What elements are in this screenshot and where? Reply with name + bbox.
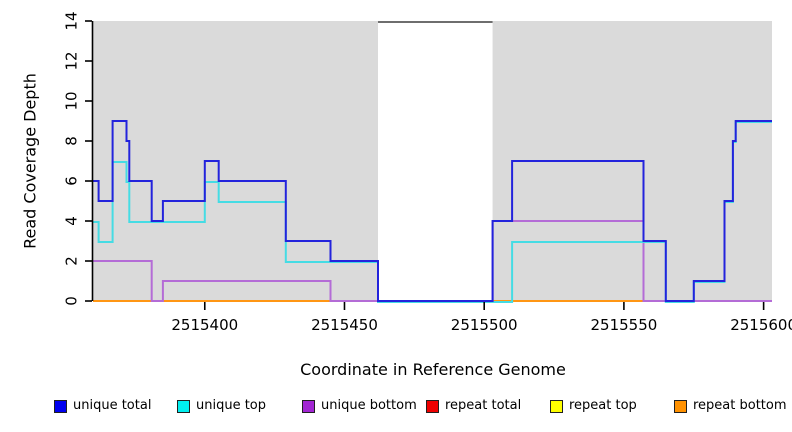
y-tick-label: 14 <box>63 11 81 30</box>
legend-label: unique bottom <box>321 398 417 413</box>
y-tick-label: 10 <box>63 91 81 110</box>
chart-legend: unique total unique top unique bottom re… <box>0 398 792 418</box>
y-tick-label: 4 <box>63 216 81 226</box>
unique-bottom-swatch-icon <box>302 399 315 413</box>
x-tick-label: 2515550 <box>590 316 657 334</box>
y-tick-label: 2 <box>63 256 81 266</box>
y-tick-label: 6 <box>63 176 81 186</box>
masked-region <box>378 21 493 301</box>
series-unique-total <box>93 120 772 302</box>
x-tick-label: 2515600 <box>730 316 792 334</box>
legend-item-unique-top: unique top <box>177 398 266 414</box>
unique-top-swatch-icon <box>177 399 190 413</box>
repeat-top-swatch-icon <box>550 399 563 413</box>
legend-label: repeat total <box>445 398 522 413</box>
unique-total-swatch-icon <box>54 399 67 413</box>
y-tick-label: 8 <box>63 136 81 146</box>
x-axis-title: Coordinate in Reference Genome <box>300 360 566 379</box>
legend-item-repeat-total: repeat total <box>426 398 521 414</box>
legend-label: unique top <box>196 398 267 413</box>
legend-item-unique-bottom: unique bottom <box>302 398 417 414</box>
legend-item-repeat-top: repeat top <box>550 398 637 414</box>
repeat-bottom-swatch-icon <box>674 399 687 413</box>
y-axis-title: Read Coverage Depth <box>20 73 40 249</box>
x-tick-label: 2515450 <box>311 316 378 334</box>
legend-label: repeat top <box>569 398 637 413</box>
repeat-total-swatch-icon <box>426 399 439 413</box>
y-tick-label: 12 <box>63 51 81 70</box>
legend-item-unique-total: unique total <box>54 398 151 414</box>
x-tick-label: 2515500 <box>451 316 518 334</box>
y-tick-label: 0 <box>63 296 81 306</box>
legend-label: repeat bottom <box>693 398 787 413</box>
legend-item-repeat-bottom: repeat bottom <box>674 398 787 414</box>
legend-label: unique total <box>73 398 152 413</box>
x-tick-label: 2515400 <box>171 316 238 334</box>
